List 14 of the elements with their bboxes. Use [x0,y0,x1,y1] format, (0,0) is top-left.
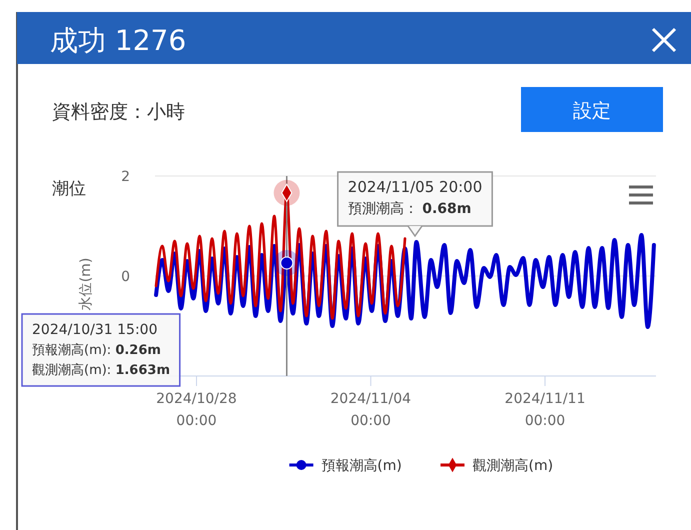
text: 潮位 [52,179,86,199]
chart-title: 成功 1276 [50,24,186,57]
text: 設定 [573,100,611,122]
legend-label: 預報潮高(m) [321,458,402,474]
annotation: 2024/10/31 15:00 預報潮高(m): 0.26m 觀測潮高(m): 1.663m [32,322,170,378]
x-tick-label: 2024/11/11 00:00 [504,391,586,429]
y-tick-label: 0 [121,269,130,285]
y-tick-label: 2 [121,169,130,185]
chart-subtitle: 資料密度：小時 [52,101,185,123]
x-tick-label: 2024/11/04 00:00 [330,391,412,429]
legend-label: 觀測潮高(m) [472,458,554,474]
annotation: 2024/11/05 20:00 預測潮高： 0.68m [348,178,482,217]
y-axis-title: 水位(m) [78,258,94,310]
x-tick-label: 2024/10/28 00:00 [156,391,237,429]
